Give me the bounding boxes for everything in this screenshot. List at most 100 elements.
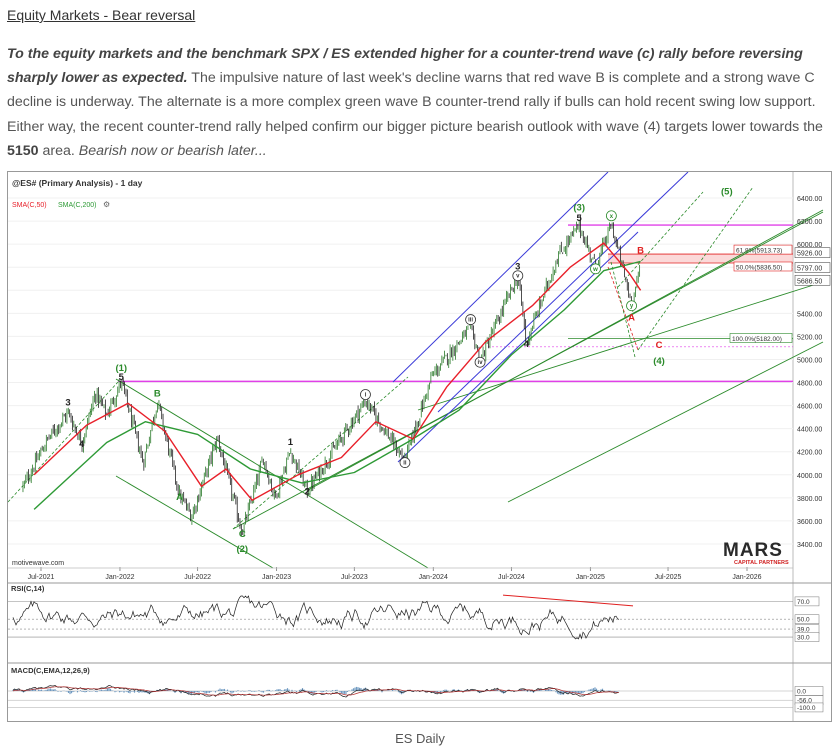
wave-label-circle bbox=[465, 314, 477, 325]
price-label-box bbox=[794, 247, 831, 258]
article-lead: To the equity markets and the benchmark … bbox=[7, 42, 833, 163]
candles-layer bbox=[22, 214, 641, 537]
blue-channel-upper bbox=[392, 171, 609, 383]
sma50-line bbox=[33, 242, 642, 501]
wave-label: x bbox=[610, 214, 614, 220]
macd-title: MACD(C,EMA,12,26,9) bbox=[11, 666, 90, 675]
wave-label: 5 bbox=[577, 213, 583, 224]
article-title[interactable]: Equity Markets - Bear reversal bbox=[7, 7, 196, 23]
wave-label: A bbox=[176, 492, 183, 503]
rsi-trendline bbox=[502, 594, 634, 607]
x-tick-label: Jul-2021 bbox=[28, 574, 55, 581]
wave-label-circle bbox=[626, 300, 637, 312]
rsi-level-box bbox=[794, 632, 820, 642]
x-tick-label: Jul-2024 bbox=[498, 574, 525, 581]
wave-label: 4 bbox=[524, 339, 530, 350]
wave-label: iv bbox=[478, 360, 484, 366]
wave-label: B bbox=[154, 388, 161, 399]
lead-text-1: The impulsive nature of last week's decl… bbox=[7, 70, 823, 135]
fib-zone bbox=[608, 254, 793, 263]
x-tick-label: Jan-2025 bbox=[576, 574, 605, 581]
wave-label: y bbox=[630, 304, 634, 310]
price-tick-label: 3800.00 bbox=[797, 496, 822, 503]
wave-label-circle bbox=[605, 210, 617, 222]
sma200-line bbox=[33, 260, 641, 510]
price-tick-label: 5200.00 bbox=[797, 334, 822, 341]
rsi-layer: 70.0 50.0 39.030.0 bbox=[8, 594, 820, 642]
macd-level-label: -100.0 bbox=[797, 705, 816, 712]
green-channel-upper bbox=[115, 378, 429, 569]
rsi-level-label: 50.0 bbox=[797, 617, 810, 624]
price-chart: 61.8%(5913.73) 50.0%(5836.50) 100.0%(5182.… bbox=[7, 171, 831, 721]
price-tick-label: 3600.00 bbox=[797, 519, 822, 526]
wave-label-circle bbox=[360, 389, 371, 400]
wave-label-circle bbox=[399, 457, 411, 468]
rsi-level-label: 30.0 bbox=[797, 635, 810, 642]
lead-bold: To the equity markets and the benchmark … bbox=[7, 46, 803, 87]
x-tick-label: Jul-2022 bbox=[184, 574, 211, 581]
wave-label-circle bbox=[512, 270, 524, 282]
fib-label-box bbox=[733, 261, 793, 272]
lead-number: 5150 bbox=[7, 142, 39, 159]
fib-label-box bbox=[729, 333, 793, 343]
x-tick-label: Jul-2025 bbox=[655, 574, 682, 581]
wave-label: B bbox=[637, 245, 644, 256]
grid-layer bbox=[8, 197, 793, 545]
x-tick-label: Jan-2026 bbox=[732, 574, 761, 581]
wave-label: C bbox=[656, 340, 663, 351]
x-tick-label: Jul-2023 bbox=[341, 574, 368, 581]
wave-label: (2) bbox=[236, 544, 248, 555]
wave-label: A bbox=[628, 312, 635, 323]
brand-subtitle: CAPITAL PARTNERS bbox=[734, 560, 789, 566]
blue-channel-upper-2 bbox=[437, 171, 689, 413]
chart-caption: ES Daily bbox=[395, 731, 445, 746]
price-tick-label: 3400.00 bbox=[797, 542, 822, 549]
wave-label: C bbox=[239, 529, 246, 540]
price-tick-label: 4000.00 bbox=[797, 473, 822, 480]
price-tick-label: 4800.00 bbox=[797, 381, 822, 388]
wave-label: (4) bbox=[653, 356, 665, 367]
chart-background bbox=[8, 172, 831, 721]
wave-label: (1) bbox=[115, 363, 127, 374]
chart-frame: 61.8%(5913.73) 50.0%(5836.50) 100.0%(5182.… bbox=[7, 171, 832, 722]
price-tick-label: 5797.00 bbox=[797, 266, 822, 273]
macd-level-label: 0.0 bbox=[797, 689, 806, 696]
wave2-dotted-line bbox=[232, 376, 409, 530]
macd-level-box bbox=[794, 702, 824, 713]
x-tick-label: Jan-2023 bbox=[262, 574, 291, 581]
price-label-box bbox=[794, 262, 831, 273]
wave-label: iii bbox=[468, 318, 473, 324]
price-tick-label: 6400.00 bbox=[797, 196, 822, 203]
rsi-title: RSI(C,14) bbox=[11, 584, 45, 593]
sma50-legend: SMA(C,50) bbox=[12, 202, 47, 209]
fib-label: 50.0%(5836.50) bbox=[736, 264, 782, 271]
wave-label: 3 bbox=[65, 398, 70, 409]
brand-logo: MARS bbox=[723, 540, 783, 561]
wave-label: (5) bbox=[721, 187, 733, 198]
wave-label-circle bbox=[474, 356, 486, 368]
wave-label: w bbox=[592, 267, 598, 273]
wave-label: 3 bbox=[515, 262, 520, 273]
x-tick-label: Jan-2022 bbox=[105, 574, 134, 581]
x-tick-label: Jan-2024 bbox=[419, 574, 448, 581]
rsi-level-box bbox=[794, 614, 820, 624]
projection-green-b bbox=[637, 186, 754, 351]
projection-green-c bbox=[617, 191, 704, 288]
chart-symbol: @ES# (Primary Analysis) - 1 day bbox=[12, 178, 143, 188]
rsi-level-label: 39.0 bbox=[797, 627, 810, 634]
wave-label: ii bbox=[403, 461, 407, 467]
lead-italic: Bearish now or bearish later... bbox=[78, 142, 267, 159]
fib-label: 100.0%(5182.00) bbox=[732, 336, 782, 343]
price-tick-label: 5400.00 bbox=[797, 311, 822, 318]
wave-label: 4 bbox=[79, 439, 85, 450]
watermark: motivewave.com bbox=[12, 560, 64, 567]
macd-signal-line bbox=[12, 686, 619, 696]
green-channel-c bbox=[417, 281, 824, 411]
projection-green-a bbox=[610, 261, 636, 358]
wave-label: v bbox=[516, 274, 520, 280]
gear-icon[interactable]: ⚙ bbox=[103, 200, 110, 209]
wave-label: i bbox=[365, 393, 367, 399]
fib-label: 61.8%(5913.73) bbox=[736, 248, 782, 255]
rsi-level-label: 70.0 bbox=[797, 599, 810, 606]
